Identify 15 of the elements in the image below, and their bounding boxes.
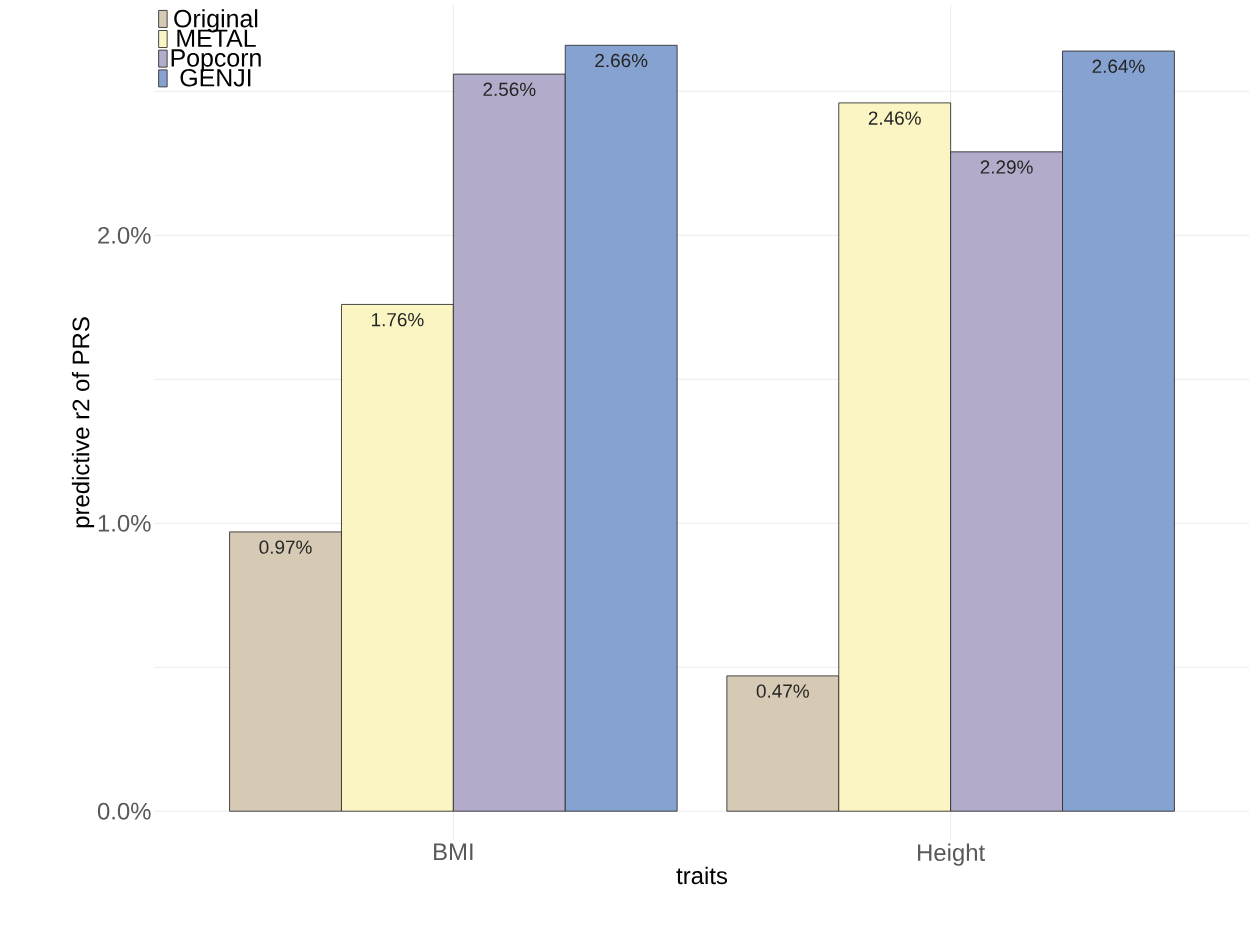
y-axis-title: predictive r2 of PRS (71, 317, 95, 528)
x-axis-title: traits (676, 866, 728, 885)
data-label: 2.66% (595, 53, 648, 68)
data-label: 0.47% (756, 684, 809, 698)
y-tick-label: 1.0% (98, 514, 151, 532)
x-tick-label: Height (918, 843, 985, 866)
data-label: 2.64% (1092, 59, 1145, 73)
data-label: 1.76% (372, 312, 424, 327)
data-label: 2.46% (868, 111, 921, 125)
y-tick-label: 2.0% (98, 226, 151, 244)
data-label: 0.97% (259, 540, 312, 554)
y-tick-label: 0.0% (97, 802, 151, 820)
data-label: 2.56% (483, 82, 536, 97)
data-label: 2.29% (980, 160, 1033, 174)
x-tick-label: BMI (434, 843, 473, 860)
